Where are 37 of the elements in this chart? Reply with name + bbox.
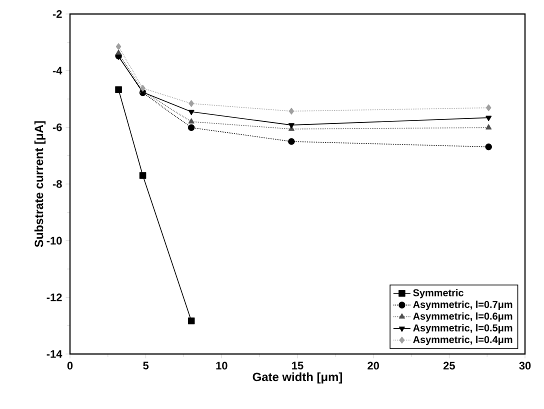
point: [288, 123, 294, 128]
y-axis-title: Substrate current [μA]: [34, 121, 46, 248]
y-tick-label: -2: [52, 10, 62, 18]
point: [140, 84, 146, 92]
point: [485, 143, 492, 150]
point: [115, 86, 122, 94]
point: [188, 100, 194, 107]
x-tick-label: 20: [368, 362, 379, 370]
x-axis-title: Gate width [μm]: [252, 372, 342, 384]
point: [188, 110, 194, 116]
legend-label: Asymmetric, l=0.4μm: [413, 336, 512, 346]
x-tick-label: 5: [143, 362, 149, 370]
legend-label: Asymmetric, l=0.7μm: [413, 300, 512, 310]
x-tick-label: 30: [519, 362, 531, 370]
point: [116, 43, 122, 50]
x-tick-label: 10: [216, 362, 228, 370]
y-tick-label: -14: [46, 350, 62, 358]
point: [288, 108, 294, 115]
x-tick-label: 0: [67, 362, 73, 370]
point: [188, 317, 195, 324]
x-tick-label: 15: [292, 362, 304, 370]
y-tick-label: -12: [46, 294, 62, 302]
y-tick-label: -8: [52, 180, 62, 188]
point: [486, 124, 492, 130]
y-tick-label: -6: [52, 123, 62, 132]
legend-label: Symmetric: [413, 288, 464, 298]
legend-label: Asymmetric, l=0.6μm: [413, 312, 512, 322]
point: [188, 118, 194, 124]
x-tick-label: 25: [443, 362, 455, 370]
y-tick-label: -4: [52, 66, 62, 74]
point: [288, 138, 295, 145]
point: [486, 104, 492, 112]
y-tick-label: -10: [46, 236, 62, 245]
legend-label: Asymmetric, l=0.5μm: [413, 324, 512, 334]
point: [188, 124, 195, 132]
point: [139, 172, 146, 179]
point: [486, 116, 492, 122]
